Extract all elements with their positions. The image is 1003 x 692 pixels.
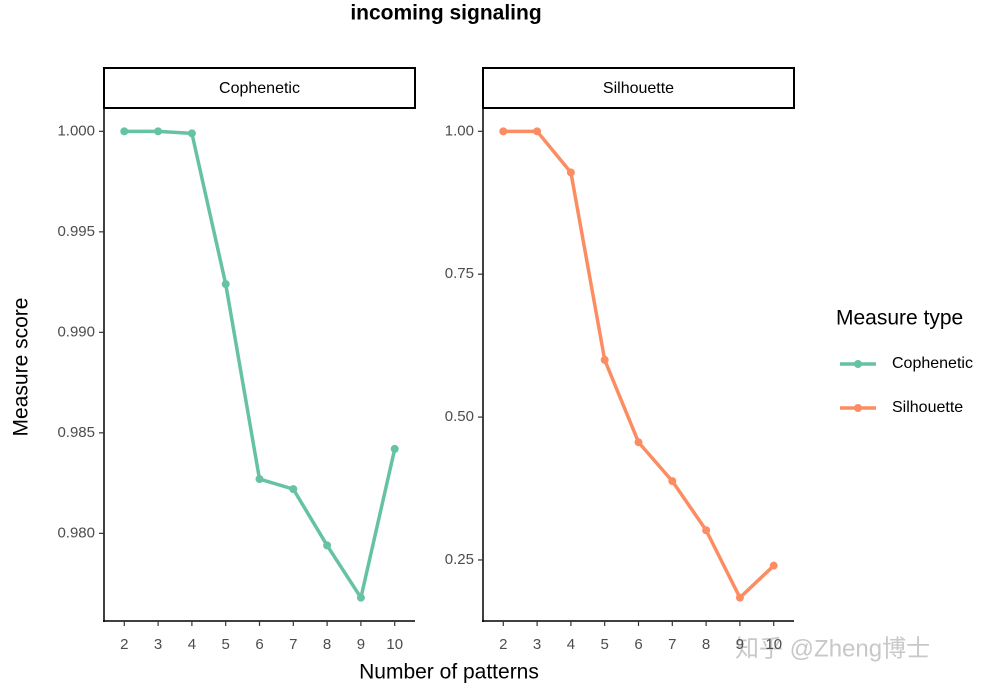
facet-strip (482, 67, 795, 109)
data-point (702, 526, 711, 535)
y-tick-label: 0.25 (445, 551, 474, 568)
data-point (289, 485, 298, 494)
x-tick-label: 7 (668, 636, 676, 653)
legend-title: Measure type (836, 307, 963, 330)
x-tick-label: 7 (289, 636, 297, 653)
y-tick-label: 0.980 (57, 524, 95, 541)
y-tick-label: 1.00 (445, 122, 474, 139)
x-axis-label: Number of patterns (359, 661, 539, 684)
data-point (735, 593, 744, 602)
chart-title: incoming signaling (350, 2, 541, 25)
watermark: 知乎 @Zheng博士 (735, 635, 930, 662)
x-tick-label: 8 (702, 636, 710, 653)
x-tick-label: 8 (323, 636, 331, 653)
data-point (221, 280, 230, 289)
data-point (668, 477, 677, 486)
data-point (255, 475, 264, 484)
x-tick-label: 2 (499, 636, 507, 653)
data-point (356, 593, 365, 602)
data-point (769, 561, 778, 570)
data-point (533, 127, 542, 136)
x-tick-label: 5 (222, 636, 230, 653)
data-point (323, 541, 332, 550)
series-line (124, 129, 397, 600)
x-tick-label: 3 (154, 636, 162, 653)
y-tick-label: 0.75 (445, 265, 474, 282)
legend-label: Cophenetic (892, 355, 973, 372)
x-tick-label: 9 (357, 636, 365, 653)
legend-dot (854, 360, 862, 368)
facet-title: Cophenetic (219, 80, 300, 97)
y-axis-label: Measure score (10, 298, 33, 437)
x-tick-label: 3 (533, 636, 541, 653)
x-tick-label: 4 (188, 636, 196, 653)
data-point (390, 444, 399, 453)
facet-strip (103, 67, 416, 109)
y-tick-label: 0.985 (57, 424, 95, 441)
data-point (600, 355, 609, 364)
y-tick-label: 0.995 (57, 223, 95, 240)
y-tick-label: 0.990 (57, 323, 95, 340)
data-point (499, 127, 508, 136)
data-point (154, 127, 163, 136)
data-point (634, 438, 643, 447)
series-line (503, 129, 775, 600)
legend-label: Silhouette (892, 399, 963, 416)
x-tick-label: 6 (255, 636, 263, 653)
data-point (566, 168, 575, 177)
facet-title: Silhouette (603, 80, 674, 97)
data-point (187, 129, 196, 138)
x-tick-label: 9 (736, 636, 744, 653)
x-tick-label: 2 (120, 636, 128, 653)
x-tick-label: 10 (765, 636, 782, 653)
y-tick-label: 0.50 (445, 408, 474, 425)
legend-dot (854, 404, 862, 412)
x-tick-label: 4 (567, 636, 575, 653)
x-tick-label: 5 (601, 636, 609, 653)
data-point (120, 127, 129, 136)
y-tick-label: 1.000 (57, 122, 95, 139)
x-tick-label: 6 (634, 636, 642, 653)
x-tick-label: 10 (386, 636, 403, 653)
